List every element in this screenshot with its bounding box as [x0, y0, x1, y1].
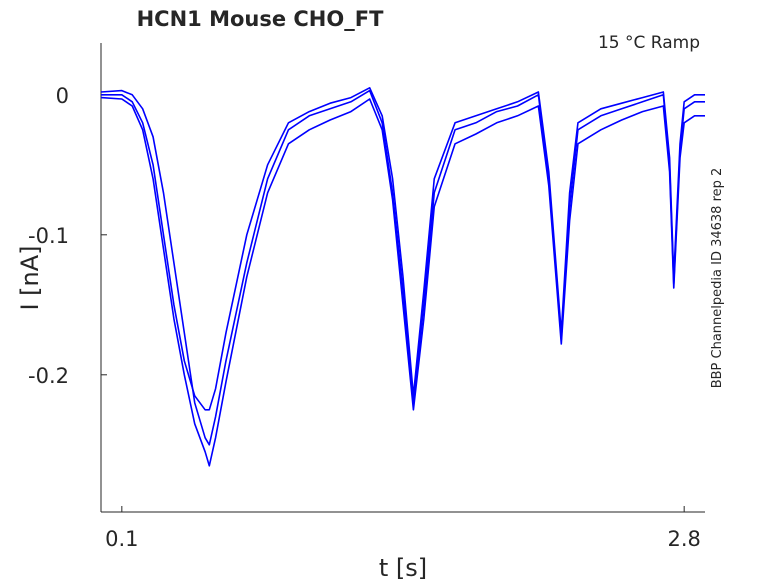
- trace: [101, 87, 705, 411]
- x-tick-label: 2.8: [667, 527, 700, 551]
- subtitle: 15 °C Ramp: [598, 33, 700, 53]
- y-tick-label: -0.1: [28, 224, 69, 248]
- x-tick-label: 0.1: [105, 527, 138, 551]
- chart-title: HCN1 Mouse CHO_FT: [137, 7, 384, 31]
- x-axis-label: t [s]: [379, 554, 427, 582]
- trace: [100, 96, 705, 467]
- y-tick-label: -0.2: [28, 364, 69, 388]
- y-axis-label: I [nA]: [16, 245, 44, 310]
- side-annotation: BBP Channelpedia ID 34638 rep 2: [710, 168, 725, 389]
- trace: [100, 89, 705, 446]
- y-tick-label: 0: [56, 84, 69, 108]
